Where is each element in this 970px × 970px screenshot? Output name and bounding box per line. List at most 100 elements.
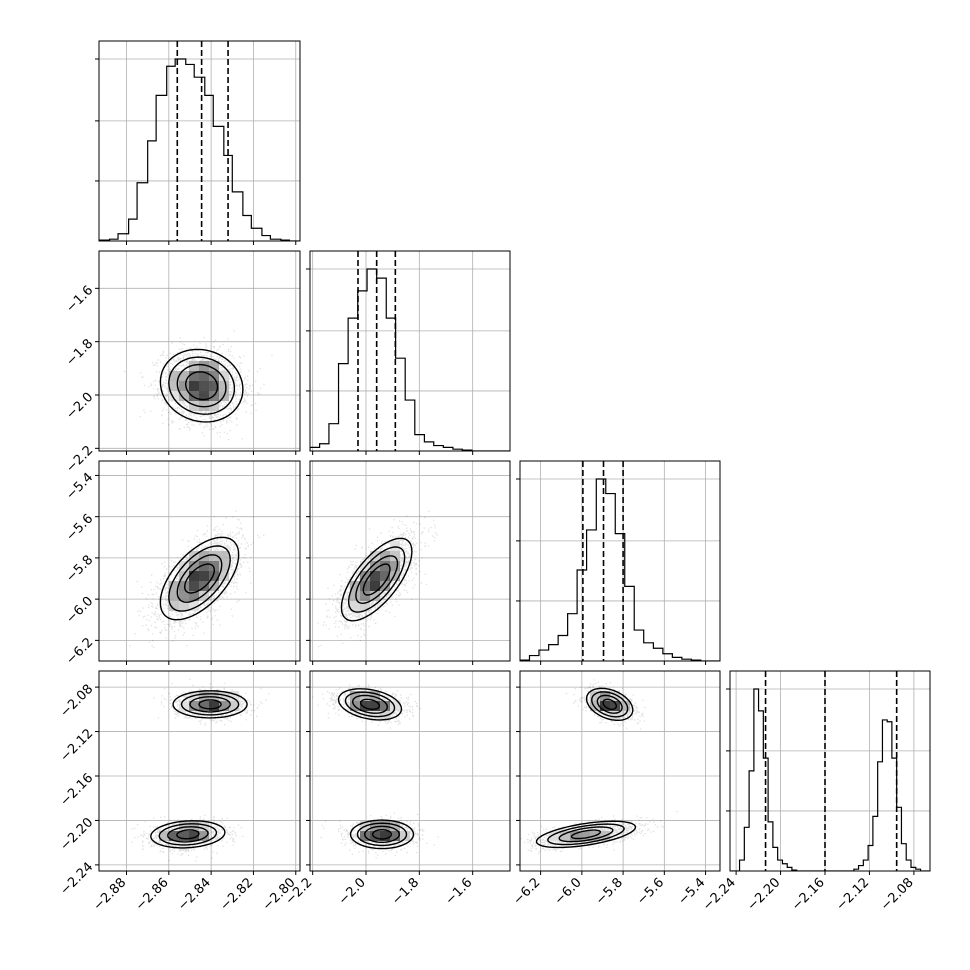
density-cell	[209, 551, 219, 561]
contour-line	[372, 829, 392, 840]
density-cell	[209, 581, 219, 591]
y-tick-label: −2.08	[58, 682, 97, 721]
density-cell	[219, 571, 229, 581]
histogram-step	[730, 688, 930, 871]
density-cell	[620, 701, 630, 711]
hist-panel-2	[516, 460, 721, 665]
density-cell	[229, 701, 239, 711]
density-cell	[189, 371, 199, 381]
density-cell	[179, 831, 189, 841]
panel-frame	[309, 460, 511, 662]
density-cell	[199, 391, 209, 401]
contour-line	[596, 694, 623, 714]
contour-line	[159, 536, 240, 621]
density-cell	[169, 581, 179, 591]
density-cell	[360, 701, 370, 711]
y-tick-label: −2.12	[58, 726, 97, 765]
contour-line	[591, 691, 629, 718]
x-tick-label: −1.8	[389, 875, 422, 908]
x-tick-label: −2.12	[833, 875, 872, 914]
density-cell	[179, 841, 189, 851]
density-cell	[350, 581, 360, 591]
density-cell	[189, 571, 199, 581]
contour-line	[349, 819, 415, 850]
density-cell	[370, 591, 380, 601]
contour-line	[355, 555, 399, 605]
density-cell	[390, 571, 400, 581]
contour-line	[363, 825, 401, 843]
panel-frame	[98, 460, 301, 662]
contour-line	[570, 829, 602, 840]
panel-frame	[519, 670, 721, 872]
x-tick-label: −1.6	[443, 875, 476, 908]
density-cell	[610, 711, 620, 721]
density-cell	[219, 551, 229, 561]
density-cell	[199, 691, 209, 701]
histogram-step	[310, 268, 510, 451]
density-cell	[179, 381, 189, 391]
density-cell	[189, 821, 199, 831]
panel-content	[123, 330, 273, 451]
x-tick-label: −2.08	[878, 875, 917, 914]
density-cell	[169, 601, 179, 611]
density-cell	[380, 831, 390, 841]
panel-content	[317, 510, 438, 648]
panel-frame	[729, 670, 931, 872]
density-cell	[370, 691, 380, 701]
density-cell	[199, 591, 209, 601]
panel-content	[129, 510, 265, 649]
density-cell	[370, 821, 380, 831]
density-cell	[189, 591, 199, 601]
density-cell	[219, 561, 229, 571]
density-cell	[390, 541, 400, 551]
density-cell	[179, 391, 189, 401]
density-cell	[179, 601, 189, 611]
y-tick-label: −5.8	[63, 553, 96, 586]
density-cell	[370, 561, 380, 571]
scatter-panel-3-0: −2.88 −2.86 −2.84 −2.82 −2.80−2.24−2.20−2.16…	[58, 670, 301, 914]
x-tick-label: −2.24	[700, 875, 739, 914]
density-cell	[199, 701, 209, 711]
density-cell	[199, 551, 209, 561]
contour-line	[547, 823, 625, 846]
density-cell	[390, 561, 400, 571]
density-cell	[199, 361, 209, 371]
density-cell	[169, 391, 179, 401]
contour-line	[189, 696, 231, 713]
density-cell	[199, 831, 209, 841]
contour-line	[168, 356, 236, 415]
density-cell	[209, 401, 219, 411]
density-cell	[380, 571, 390, 581]
density-cell	[179, 591, 189, 601]
density-cell	[560, 831, 570, 841]
density-cell	[199, 581, 209, 591]
contour-line	[172, 690, 248, 719]
density-cell	[199, 561, 209, 571]
density-cell	[229, 691, 239, 701]
y-tick-label: −2.16	[58, 771, 97, 810]
hist-panel-0	[95, 40, 301, 245]
panel-frame	[309, 250, 511, 452]
x-tick-label: −2.82	[218, 875, 257, 914]
density-cell	[219, 701, 229, 711]
x-tick-label: −5.8	[593, 875, 626, 908]
density-cell	[390, 701, 400, 711]
density-cell	[189, 561, 199, 571]
density-cell	[199, 371, 209, 381]
density-cell	[169, 591, 179, 601]
x-tick-label: −6.0	[552, 875, 585, 908]
density-cell	[209, 361, 219, 371]
density-cell	[199, 821, 209, 831]
density-cell	[390, 821, 400, 831]
density-cell	[179, 821, 189, 831]
y-tick-label: −2.24	[58, 860, 97, 899]
density-cell	[189, 401, 199, 411]
density-cell	[550, 831, 560, 841]
density-cell	[350, 601, 360, 611]
density-cell	[360, 591, 370, 601]
contour-line	[340, 537, 413, 622]
density-cell	[209, 691, 219, 701]
density-cell	[189, 391, 199, 401]
panel-frame	[98, 40, 301, 242]
y-tick-label: −5.4	[63, 470, 96, 503]
